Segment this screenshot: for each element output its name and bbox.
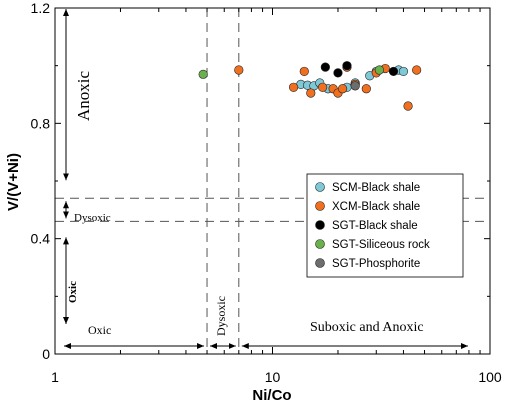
y-tick-label: 1.2 — [31, 0, 51, 16]
legend-label: SGT-Phosphorite — [332, 258, 420, 270]
data-point-series-1 — [234, 65, 244, 75]
data-point-series-1 — [318, 82, 328, 92]
data-point-series-2 — [333, 68, 343, 78]
region-label-dysoxic-x: Dysoxic — [214, 296, 228, 336]
data-point-series-1 — [337, 84, 348, 94]
data-point-series-4 — [350, 81, 360, 91]
data-point-series-2 — [320, 62, 330, 72]
legend-label: XCM-Black shale — [332, 201, 420, 213]
data-point-series-1 — [403, 101, 413, 111]
data-point-series-3 — [374, 65, 384, 75]
data-point-series-2 — [342, 61, 352, 71]
x-axis-title: Ni/Co — [252, 387, 291, 404]
region-label-dysoxic-y: Dysoxic — [74, 212, 111, 224]
y-axis-title: V/(V+Ni) — [5, 153, 22, 211]
legend-marker — [315, 258, 325, 268]
legend-label: SCM-Black shale — [332, 182, 420, 194]
x-tick-label: 10 — [265, 369, 281, 385]
legend-marker — [315, 239, 325, 249]
x-tick-label: 100 — [478, 369, 502, 385]
legend-label: SGT-Siliceous rock — [332, 239, 430, 251]
data-points — [198, 61, 422, 111]
legend-label: SGT-Black shale — [332, 220, 418, 232]
axes: 0 0.4 0.8 1.2 1 10 100 — [31, 0, 502, 385]
region-label-suboxic-anoxic: Suboxic and Anoxic — [310, 320, 424, 335]
axis-titles: Ni/Co V/(V+Ni) — [5, 153, 292, 404]
region-arrows — [63, 9, 468, 349]
data-point-series-2 — [388, 66, 399, 77]
y-tick-label: 0 — [42, 346, 50, 362]
data-point-series-1 — [412, 65, 422, 75]
legend-marker — [315, 182, 325, 192]
legend-box — [306, 173, 464, 278]
legend-marker — [315, 201, 325, 211]
region-label-oxic-x: Oxic — [88, 323, 111, 337]
y-tick-label: 0.8 — [31, 115, 51, 131]
region-labels: Anoxic Dysoxic Oxic Oxic Dysoxic Suboxic… — [67, 71, 424, 337]
data-point-series-1 — [361, 84, 371, 94]
x-tick-label: 1 — [51, 369, 59, 385]
region-label-anoxic: Anoxic — [74, 71, 93, 122]
y-tick-label: 0.4 — [31, 231, 51, 247]
legend-marker — [315, 220, 325, 230]
region-label-oxic-y: Oxic — [67, 281, 79, 303]
data-point-series-3 — [198, 69, 208, 79]
data-point-series-0 — [398, 66, 409, 77]
data-point-series-1 — [288, 82, 299, 92]
legend: SCM-Black shale XCM-Black shale SGT-Black … — [306, 173, 464, 278]
data-point-series-1 — [299, 66, 309, 77]
data-point-series-1 — [306, 88, 316, 98]
